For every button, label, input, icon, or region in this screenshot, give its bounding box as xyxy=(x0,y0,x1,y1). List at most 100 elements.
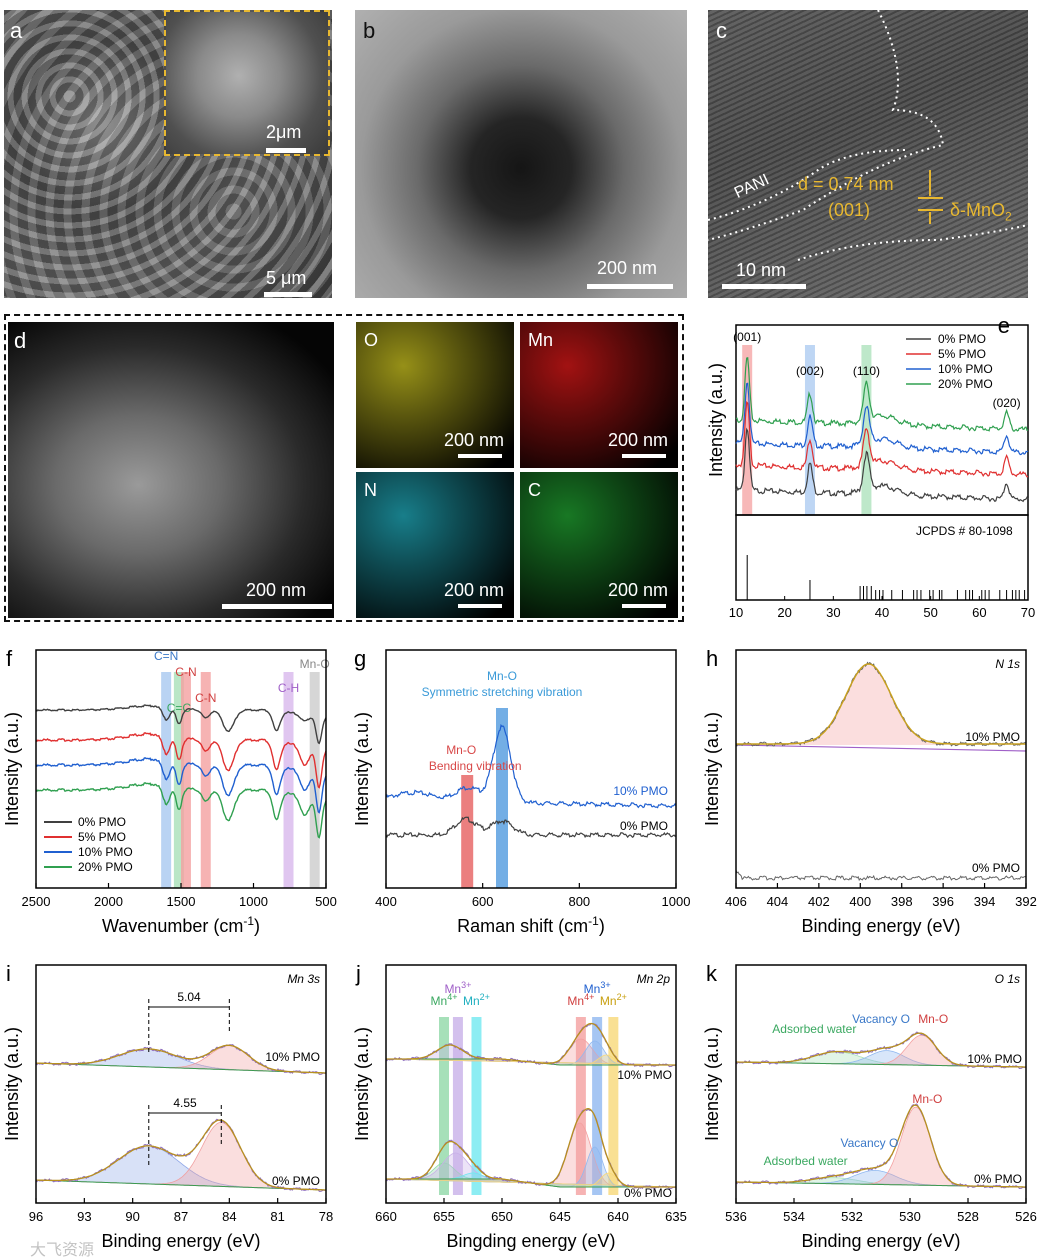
x-tick-label: 404 xyxy=(767,894,789,909)
y-axis-label: Intensity (a.u.) xyxy=(702,712,722,826)
x-tick-label: 645 xyxy=(549,1209,571,1224)
series-label: 0% PMO xyxy=(272,1174,320,1188)
series-label: 0% PMO xyxy=(974,1172,1022,1186)
x-tick-label: 20 xyxy=(777,605,791,620)
x-tick-label: 402 xyxy=(808,894,830,909)
legend-label: 10% PMO xyxy=(78,845,133,859)
plot-frame xyxy=(735,649,1027,889)
d-spacing-label: d = 0.74 nm xyxy=(798,174,894,194)
state-band xyxy=(439,1017,449,1195)
component-label: Adsorbed water xyxy=(772,1022,856,1036)
core-level-label: O 1s xyxy=(995,972,1020,986)
x-tick-label: 10 xyxy=(729,605,743,620)
split-value: 4.55 xyxy=(173,1096,197,1110)
eds-scale-label: 200 nm xyxy=(444,580,505,600)
watermark: 大飞资源 xyxy=(30,1242,95,1259)
state-band xyxy=(471,1017,482,1195)
scale-label: 200 nm xyxy=(597,258,658,278)
panel-b-tem-image: b 200 nm xyxy=(355,10,687,298)
core-level-label: N 1s xyxy=(995,657,1020,671)
legend-label: 0% PMO xyxy=(938,332,986,346)
eds-scale-label: 200 nm xyxy=(608,430,669,450)
series-label: 10% PMO xyxy=(265,1050,320,1064)
annotation: Symmetric stretching vibration xyxy=(422,685,583,699)
x-tick-label: 640 xyxy=(607,1209,629,1224)
x-axis-label: Bingding energy (eV) xyxy=(446,1231,615,1251)
panel-letter: h xyxy=(706,646,718,671)
band-highlight xyxy=(180,672,191,888)
x-tick-label: 406 xyxy=(725,894,747,909)
x-tick-label: 800 xyxy=(568,894,590,909)
raman-series-line xyxy=(385,723,677,809)
component-label: Vacancy O xyxy=(840,1136,898,1150)
x-axis-label: Raman shift (cm-1) xyxy=(457,914,605,936)
annotation: Mn-O xyxy=(487,669,517,683)
envelope-line xyxy=(736,1032,1026,1068)
panel-letter: j xyxy=(355,961,361,986)
legend-label: 20% PMO xyxy=(78,860,133,874)
y-axis-label: Intensity (a.u.) xyxy=(706,363,726,477)
inset-scale-label: 2μm xyxy=(266,122,302,142)
x-axis-label: Binding energy (eV) xyxy=(101,1231,260,1251)
x-axis-label: Binding energy (eV) xyxy=(801,916,960,936)
panel-h-n1s-chart: N 1s 10% PMO 0% PMO 406 404 402 400 398 396 394 39… xyxy=(702,646,1037,936)
peak-label: (020) xyxy=(993,396,1021,410)
annotation: Bending vibration xyxy=(429,759,522,773)
series-label: 10% PMO xyxy=(967,1052,1022,1066)
x-tick-label: 60 xyxy=(972,605,986,620)
band-label: C=N xyxy=(154,649,178,663)
y-axis-label: Intensity (a.u.) xyxy=(702,1027,722,1141)
component-fill xyxy=(736,665,1026,745)
background-line xyxy=(36,1179,326,1191)
envelope-line xyxy=(386,1022,676,1066)
x-tick-label: 650 xyxy=(491,1209,513,1224)
ref-label: JCPDS # 80-1098 xyxy=(916,524,1013,538)
y-axis-label: Intensity (a.u.) xyxy=(2,1027,22,1141)
y-axis-label: Intensity (a.u.) xyxy=(352,1027,372,1141)
x-tick-label: 534 xyxy=(783,1209,805,1224)
y-axis-label: Intensity (a.u.) xyxy=(352,712,372,826)
panel-letter: i xyxy=(6,961,11,986)
panel-letter: c xyxy=(716,18,727,43)
x-tick-label: 392 xyxy=(1015,894,1037,909)
raw-data-line xyxy=(35,1118,327,1192)
panel-i-mn3s-chart: 5.04 4.55 Mn 3s 10% PMO 0% PMO 96 93 90 87 84 81 78… xyxy=(2,961,333,1251)
series-label: 10% PMO xyxy=(617,1068,672,1082)
band-highlight xyxy=(200,672,211,888)
eds-scale-bar xyxy=(458,454,502,458)
ftir-series-line xyxy=(35,704,327,745)
x-tick-label: 600 xyxy=(472,894,494,909)
x-tick-label: 30 xyxy=(826,605,840,620)
raw-data-line xyxy=(735,869,1027,882)
scale-bar xyxy=(587,284,673,289)
raw-data-line xyxy=(35,1043,327,1075)
phase-subscript: 2 xyxy=(1005,209,1012,224)
envelope-line xyxy=(386,1108,676,1188)
raw-data-line xyxy=(735,1103,1027,1190)
xrd-series-line xyxy=(735,357,1029,432)
scale-bar xyxy=(722,284,806,289)
x-tick-label: 70 xyxy=(1021,605,1035,620)
envelope-line xyxy=(36,1119,326,1191)
peak-band xyxy=(804,345,815,515)
x-tick-label: 500 xyxy=(315,894,337,909)
panel-letter: g xyxy=(354,646,366,671)
eds-map-c: C 200 nm xyxy=(520,472,678,618)
raw-data-line xyxy=(735,1031,1027,1070)
series-label: 0% PMO xyxy=(972,861,1020,875)
eds-element-label: Mn xyxy=(528,330,554,350)
panel-letter: d xyxy=(14,328,27,353)
x-tick-label: 394 xyxy=(974,894,996,909)
x-axis-label: Binding energy (eV) xyxy=(801,1231,960,1251)
panel-letter: b xyxy=(363,18,376,43)
x-tick-label: 1000 xyxy=(662,894,691,909)
band-highlight xyxy=(309,672,320,888)
x-tick-label: 532 xyxy=(841,1209,863,1224)
x-tick-label: 655 xyxy=(433,1209,455,1224)
eds-map-mn: Mn 200 nm xyxy=(520,322,678,468)
legend-label: 5% PMO xyxy=(78,830,126,844)
panel-letter: e xyxy=(998,315,1010,338)
y-axis-label: Intensity (a.u.) xyxy=(2,712,22,826)
band-label: C-H xyxy=(278,681,299,695)
